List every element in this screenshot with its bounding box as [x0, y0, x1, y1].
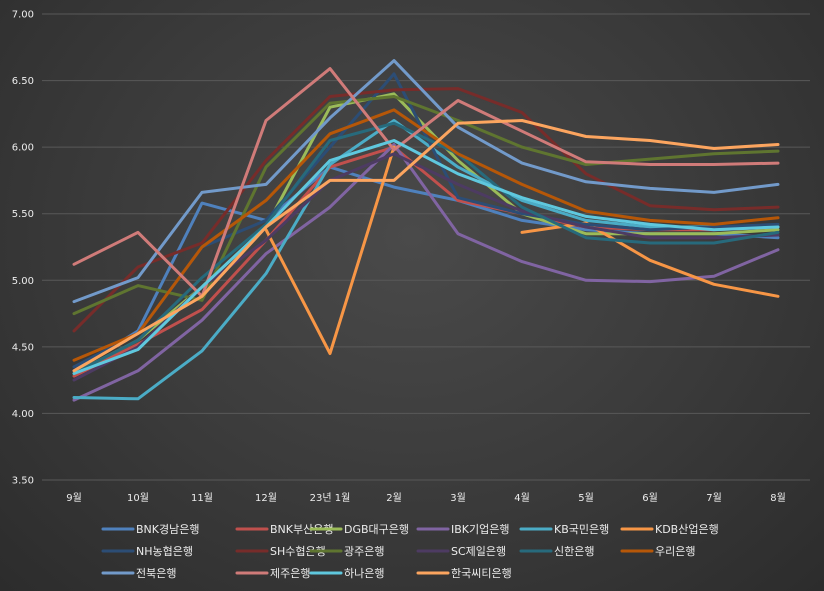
y-axis-ticks: 3.50 4.00 4.50 5.00 5.50 6.00 6.50 7.00	[12, 10, 34, 487]
x-tick-label: 3월	[450, 492, 466, 504]
x-tick-label: 6월	[642, 492, 658, 504]
legend-item: 한국씨티은행	[416, 567, 512, 580]
legend-label: DGB대구은행	[344, 523, 409, 536]
legend-label: KB국민은행	[554, 523, 609, 536]
legend-label: BNK경남은행	[136, 523, 199, 536]
legend-label: KDB산업은행	[655, 523, 719, 536]
legend-label: IBK기업은행	[451, 523, 509, 536]
legend-item: 하나은행	[309, 566, 384, 580]
legend-label: 하나은행	[344, 566, 384, 580]
x-tick-label: 8월	[770, 492, 786, 504]
series-line	[72, 119, 780, 373]
series-line	[72, 119, 780, 401]
x-tick-label: 2월	[386, 492, 402, 504]
legend-item: DGB대구은행	[309, 523, 409, 536]
legend-item: KDB산업은행	[620, 523, 719, 536]
legend-item: 광주은행	[309, 545, 384, 558]
x-tick-label: 7월	[706, 492, 722, 504]
y-tick-label: 5.50	[12, 209, 34, 220]
series-line	[72, 87, 780, 333]
y-tick-label: 7.00	[12, 10, 34, 21]
legend-item: SC제일은행	[416, 544, 506, 558]
x-tick-label: 9월	[66, 492, 82, 504]
y-tick-label: 4.50	[12, 342, 34, 353]
series-line	[72, 145, 780, 378]
series-line	[72, 108, 780, 362]
x-tick-label: 23년 1월	[310, 492, 351, 504]
legend-label: SC제일은행	[451, 544, 506, 558]
x-tick-label: 11월	[191, 492, 213, 504]
legend-item: NH농협은행	[101, 545, 193, 558]
legend-label: 우리은행	[655, 545, 695, 558]
legend-label: 제주은행	[270, 567, 310, 580]
series-line	[72, 143, 780, 402]
y-tick-label: 6.50	[12, 76, 34, 87]
legend-label: 전북은행	[136, 567, 176, 580]
legend-item: SH수협은행	[235, 545, 326, 558]
legend-label: NH농협은행	[136, 545, 193, 558]
legend-item: BNK경남은행	[101, 523, 199, 536]
x-tick-label: 5월	[578, 492, 594, 504]
series-line	[72, 139, 780, 375]
legend-label: 한국씨티은행	[451, 567, 512, 580]
legend-item: 우리은행	[620, 545, 695, 558]
legend-label: 광주은행	[344, 545, 384, 558]
y-tick-label: 4.00	[12, 409, 34, 420]
legend-item: 제주은행	[235, 567, 310, 580]
x-tick-label: 10월	[127, 492, 149, 504]
x-tick-label: 4월	[514, 492, 530, 504]
series-lines	[72, 59, 780, 402]
series-line	[72, 121, 780, 375]
legend-item: 신한은행	[519, 545, 594, 558]
legend-label: 신한은행	[554, 545, 594, 558]
legend-item: 전북은행	[101, 567, 176, 580]
legend-item: BNK부산은행	[235, 523, 333, 536]
legend-label: BNK부산은행	[270, 523, 333, 536]
legend-item: IBK기업은행	[416, 523, 509, 536]
y-tick-label: 6.00	[12, 143, 34, 154]
legend-item: KB국민은행	[519, 523, 609, 536]
y-tick-label: 5.00	[12, 276, 34, 287]
series-line	[72, 67, 780, 298]
series-line	[264, 145, 780, 355]
legend: BNK경남은행 BNK부산은행 DGB대구은행 IBK기업은행 KB국민은행 KDB산업은…	[101, 523, 719, 580]
y-tick-label: 3.50	[12, 476, 34, 487]
legend-label: SH수협은행	[270, 545, 326, 558]
x-tick-label: 12월	[255, 492, 277, 504]
series-line	[72, 59, 780, 304]
x-axis-ticks: 9월 10월 11월 12월 23년 1월 2월 3월 4월 5월 6월 7월 8월	[66, 492, 786, 504]
gridlines	[42, 13, 810, 481]
